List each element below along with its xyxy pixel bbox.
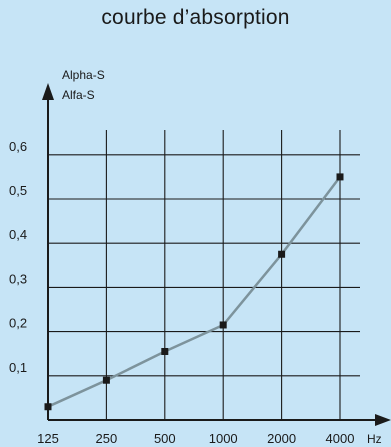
x-tick-label: 500	[154, 431, 176, 446]
data-point	[161, 347, 169, 355]
x-axis-label: Hz	[367, 432, 382, 446]
y-tick-label: 0,4	[9, 227, 27, 242]
y-tick-label: 0,1	[9, 360, 27, 375]
chart-title: courbe d’absorption	[101, 6, 290, 29]
x-tick-label: 2000	[267, 431, 296, 446]
y-tick-label: 0,2	[9, 316, 27, 331]
x-tick-label: 1000	[209, 431, 238, 446]
y-tick-label: 0,6	[9, 139, 27, 154]
x-tick-label: 125	[37, 431, 59, 446]
series-line	[47, 176, 341, 408]
vertical-gridlines	[105, 130, 341, 420]
y-axis-label-line-1: Alpha-S	[62, 68, 105, 82]
y-axis-label-line-2: Alfa-S	[62, 88, 95, 102]
data-point	[336, 173, 344, 181]
data-point	[278, 250, 286, 258]
x-tick-label: 4000	[326, 431, 355, 446]
y-axis-arrow	[42, 83, 54, 100]
horizontal-gridlines	[48, 154, 360, 377]
y-tick-label: 0,5	[9, 183, 27, 198]
x-tick-label: 250	[96, 431, 118, 446]
data-point	[102, 376, 110, 384]
y-tick-label: 0,3	[9, 271, 27, 286]
series-markers	[44, 173, 344, 411]
x-axis-arrow	[375, 414, 391, 426]
x-tick-labels: 125 250 500 1000 2000 4000	[37, 431, 354, 446]
y-tick-labels: 0,1 0,2 0,3 0,4 0,5 0,6	[9, 139, 27, 375]
data-point	[44, 403, 52, 411]
data-point	[219, 321, 227, 329]
